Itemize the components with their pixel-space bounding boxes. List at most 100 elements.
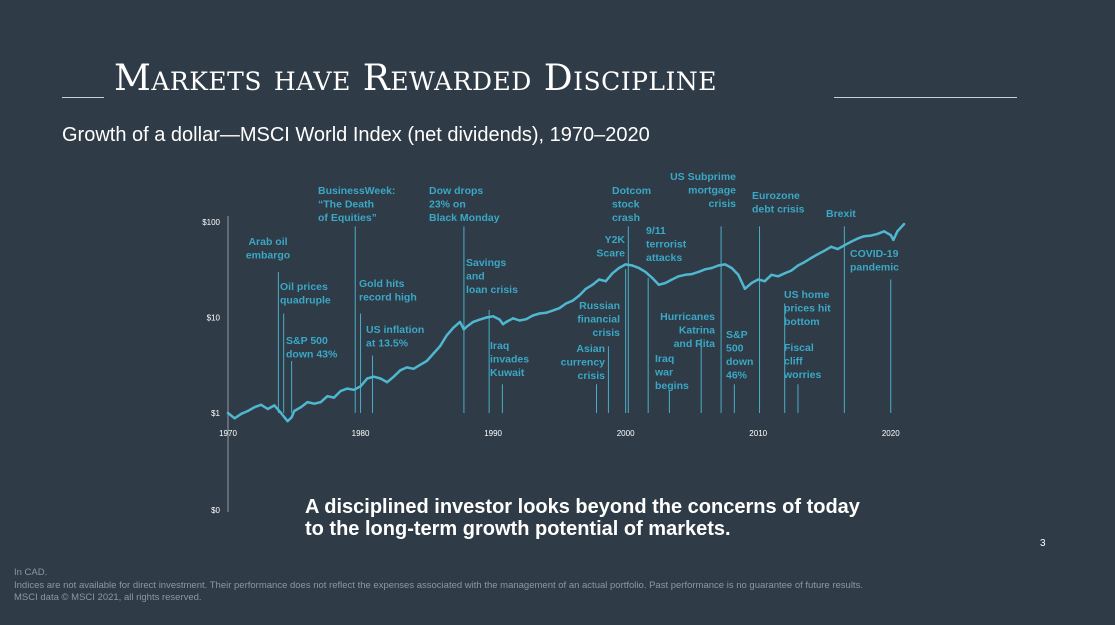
growth-point — [902, 222, 906, 226]
growth-point — [240, 412, 243, 415]
growth-point — [657, 283, 660, 286]
growth-point — [637, 266, 641, 270]
annotation-label: S&P 500 down 43% — [286, 335, 338, 361]
growth-point — [290, 416, 293, 419]
growth-point — [253, 406, 256, 409]
annotation-label: Gold hits record high — [359, 278, 417, 304]
growth-point — [306, 400, 309, 404]
growth-point — [478, 318, 481, 321]
growth-point — [266, 407, 269, 411]
tagline-line-1: A disciplined investor looks beyond the … — [305, 496, 860, 518]
growth-point — [558, 307, 561, 310]
growth-point — [571, 299, 574, 302]
growth-point — [352, 388, 356, 391]
growth-point — [856, 237, 859, 240]
growth-point — [412, 367, 415, 370]
growth-point — [617, 266, 621, 270]
growth-point — [259, 403, 263, 406]
growth-point — [823, 249, 826, 252]
growth-point — [525, 318, 528, 321]
growth-point — [226, 411, 230, 415]
growth-point — [578, 294, 581, 297]
growth-point — [704, 268, 707, 271]
growth-point — [279, 411, 283, 415]
title-row: Markets have Rewarded Discipline — [62, 58, 1017, 102]
growth-point — [445, 334, 448, 337]
x-tick-label: 1980 — [352, 429, 370, 438]
growth-point — [465, 325, 468, 328]
growth-point — [432, 352, 435, 355]
growth-point — [631, 264, 634, 267]
x-tick-label: 1970 — [219, 429, 237, 438]
y-tick-label: $0 — [211, 506, 220, 515]
growth-point — [452, 326, 455, 329]
growth-point — [843, 244, 846, 247]
x-tick-label: 2010 — [749, 429, 767, 438]
growth-point — [472, 320, 475, 324]
growth-point — [876, 232, 879, 236]
growth-point — [863, 235, 866, 238]
growth-point — [233, 417, 236, 420]
annotation-label: Y2K Scare — [596, 234, 625, 260]
annotation-label: Iraq invades Kuwait — [490, 340, 529, 379]
annotation-label: Fiscal cliff worries — [783, 342, 822, 381]
annotation-label: Eurozone debt crisis — [752, 190, 805, 216]
growth-point — [896, 230, 899, 233]
growth-point — [849, 240, 853, 243]
annotation-label: Brexit — [826, 208, 856, 220]
growth-point — [757, 278, 760, 281]
growth-point — [829, 245, 833, 248]
growth-point — [624, 263, 627, 266]
growth-point — [803, 260, 806, 264]
y-tick-label: $10 — [207, 314, 221, 323]
slide-title: Markets have Rewarded Discipline — [114, 58, 718, 99]
growth-point — [359, 385, 362, 388]
annotation-label: US inflation at 13.5% — [366, 324, 424, 350]
growth-point — [644, 270, 647, 274]
page-number: 3 — [1040, 538, 1046, 549]
growth-point — [611, 272, 614, 275]
growth-point — [399, 369, 402, 372]
annotation-label: Iraq war begins — [654, 353, 689, 392]
growth-point — [723, 263, 727, 266]
x-tick-label: 1990 — [484, 429, 502, 438]
growth-point — [750, 281, 753, 285]
growth-point — [405, 366, 409, 369]
y-tick-label: $100 — [202, 218, 220, 227]
growth-point — [313, 402, 316, 405]
growth-point — [743, 287, 747, 290]
growth-point — [677, 275, 680, 278]
annotation-label: Dotcom stock crash — [612, 185, 651, 224]
footnote-disclaimer: Indices are not available for direct inv… — [14, 579, 863, 591]
title-rule-left — [62, 97, 104, 98]
growth-point — [730, 266, 733, 270]
growth-point — [584, 287, 588, 290]
annotation-label: Arab oil embargo — [246, 236, 290, 262]
growth-point — [670, 278, 674, 281]
growth-point — [651, 276, 654, 280]
growth-point — [392, 375, 395, 378]
growth-point — [273, 404, 276, 407]
growth-point — [869, 234, 873, 237]
growth-point — [796, 264, 800, 267]
growth-point — [319, 400, 322, 404]
annotation-label: COVID-19 pandemic — [850, 248, 899, 274]
growth-point — [419, 363, 422, 366]
growth-point — [366, 377, 369, 380]
footnotes: In CAD. Indices are not available for di… — [14, 567, 863, 605]
growth-point — [286, 420, 289, 423]
growth-point — [425, 359, 428, 363]
growth-point — [332, 396, 336, 399]
footnote-copyright: MSCI data © MSCI 2021, all rights reserv… — [14, 592, 202, 603]
x-tick-label: 2020 — [882, 429, 900, 438]
annotation-label: Savings and loan crisis — [466, 257, 518, 296]
growth-point — [299, 406, 303, 409]
growth-point — [697, 270, 700, 274]
annotation-label: BusinessWeek: “The Death of Equities” — [318, 185, 395, 224]
growth-point — [882, 230, 886, 233]
annotation-label: US Subprime mortgage crisis — [670, 171, 736, 210]
annotation-label: Russian financial crisis — [577, 300, 620, 339]
growth-point — [690, 272, 694, 276]
annotation-label: Oil prices quadruple — [280, 281, 331, 307]
